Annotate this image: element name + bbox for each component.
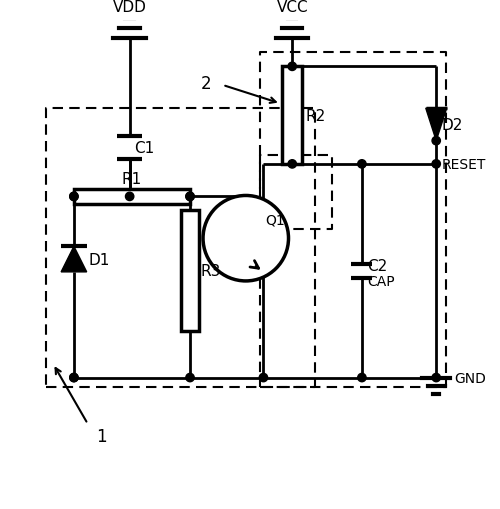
Text: C1: C1 — [134, 141, 154, 156]
Circle shape — [70, 374, 78, 382]
Bar — [282, 67, 302, 164]
Text: D2: D2 — [442, 118, 463, 133]
Bar — [181, 211, 199, 331]
Circle shape — [203, 196, 288, 281]
Text: CAP: CAP — [368, 274, 395, 289]
Circle shape — [126, 193, 134, 201]
Text: Q1: Q1 — [266, 213, 285, 227]
Circle shape — [186, 193, 194, 201]
Circle shape — [186, 193, 194, 201]
Circle shape — [288, 63, 296, 71]
Circle shape — [70, 193, 78, 201]
Circle shape — [259, 374, 268, 382]
Circle shape — [288, 160, 296, 168]
Polygon shape — [426, 109, 446, 142]
Circle shape — [432, 160, 440, 168]
Text: RESET: RESET — [442, 158, 486, 172]
Circle shape — [358, 160, 366, 168]
Text: GND: GND — [454, 371, 486, 385]
Text: R1: R1 — [122, 172, 142, 187]
Circle shape — [70, 193, 78, 201]
Text: R2: R2 — [305, 108, 326, 123]
Polygon shape — [61, 247, 86, 272]
Bar — [74, 189, 190, 205]
Text: C2: C2 — [368, 258, 388, 273]
Text: D1: D1 — [89, 252, 110, 267]
Circle shape — [186, 374, 194, 382]
Circle shape — [358, 374, 366, 382]
Circle shape — [432, 137, 440, 146]
Circle shape — [70, 374, 78, 382]
Text: VCC: VCC — [276, 1, 308, 15]
Text: VDD: VDD — [112, 1, 146, 15]
Circle shape — [432, 374, 440, 382]
Text: 2: 2 — [201, 74, 211, 93]
Text: 1: 1 — [96, 427, 107, 445]
Text: R3: R3 — [200, 264, 220, 278]
